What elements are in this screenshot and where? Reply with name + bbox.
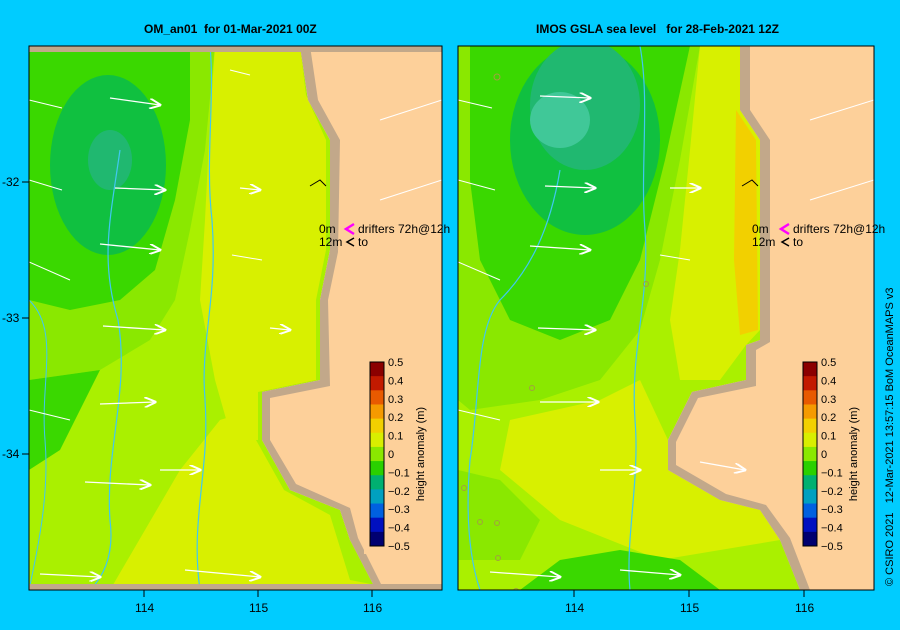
lon-label: 115 <box>249 601 268 615</box>
lon-label: 115 <box>680 601 699 615</box>
colorbar-swatch <box>803 517 817 533</box>
right-drifter-legend: 0m drifters 72h@12h 12m to <box>752 222 885 249</box>
legend-drifters-text: drifters 72h@12h <box>793 222 885 236</box>
colorbar-tick-label: 0 <box>388 449 394 461</box>
left-panel-title: OM_an01 for 01-Mar-2021 00Z <box>144 22 317 36</box>
colorbar-tick-label: 0.4 <box>821 375 836 387</box>
drifter-arrow-icon <box>778 222 790 236</box>
colorbar-swatch <box>803 475 817 490</box>
colorbar-tick-label: 0 <box>821 449 827 461</box>
colorbar-swatch <box>370 446 384 462</box>
legend-depth-0m: 0m <box>319 222 336 236</box>
colorbar-swatch <box>803 404 817 420</box>
colorbar-swatch <box>370 531 384 547</box>
colorbar-tick-label: 0.5 <box>821 357 836 369</box>
colorbar-swatch <box>803 418 817 434</box>
left-drifter-legend: 0m drifters 72h@12h 12m to <box>319 222 450 249</box>
colorbar-tick-label: 0.4 <box>388 375 403 387</box>
colorbar-tick-label: −0.3 <box>821 504 843 516</box>
colorbar-swatch <box>370 432 384 448</box>
colorbar-tick-label: −0.1 <box>388 467 410 479</box>
left-map <box>29 46 442 590</box>
colorbar-swatch <box>803 390 817 405</box>
colorbar-swatch <box>803 489 817 505</box>
colorbar-tick-label: 0.1 <box>388 431 403 443</box>
right-panel-title: IMOS GSLA sea level for 28-Feb-2021 12Z <box>536 22 779 36</box>
colorbar-tick-label: −0.3 <box>388 504 410 516</box>
colorbar-tick-label: −0.5 <box>388 541 410 553</box>
colorbar-tick-label: −0.2 <box>388 486 410 498</box>
drifter-arrow-icon <box>343 222 355 236</box>
legend-depth-12m: 12m <box>319 235 342 249</box>
colorbar-tick-label: −0.4 <box>388 523 410 535</box>
colorbar-frame <box>802 361 818 547</box>
lat-label: -34 <box>2 447 20 461</box>
colorbar-swatch <box>803 461 817 476</box>
colorbar-swatch <box>803 503 817 519</box>
legend-drifters-text: drifters 72h@12h <box>358 222 450 236</box>
colorbar-tick-label: 0.2 <box>821 412 836 424</box>
colorbar-tick-label: −0.5 <box>821 541 843 553</box>
longitude-axis: 114 115 116 114 115 116 <box>135 590 814 615</box>
legend-depth-12m: 12m <box>752 235 775 249</box>
colorbar-swatch <box>370 376 384 391</box>
colorbar-swatch <box>370 503 384 519</box>
colorbar-tick-label: 0.2 <box>388 412 403 424</box>
lon-label: 114 <box>135 601 154 615</box>
copyright-credit: © CSIRO 2021 12-Mar-2021 13:57:15 BoM Oc… <box>884 287 896 586</box>
colorbar-swatch <box>370 362 384 377</box>
colorbar-title: height anomaly (m) <box>848 407 860 501</box>
colorbar-swatch <box>370 517 384 533</box>
colorbar-swatch <box>370 489 384 505</box>
left-colorbar: 0.5 0.4 0.3 0.2 0.1 0 −0.1 −0.2 −0.3 −0.4 −0.5 heig… <box>364 354 430 554</box>
colorbar-title: height anomaly (m) <box>415 407 427 501</box>
legend-to-text: to <box>358 235 368 249</box>
colorbar-swatch <box>370 475 384 490</box>
lon-label: 114 <box>565 601 584 615</box>
drifter-arrow-icon <box>780 237 790 247</box>
lat-label: -33 <box>2 311 20 325</box>
drifter-arrow-icon <box>345 237 355 247</box>
colorbar-swatch <box>803 362 817 377</box>
legend-to-text: to <box>793 235 803 249</box>
colorbar-swatch <box>370 404 384 420</box>
lon-label: 116 <box>363 601 382 615</box>
colorbar-tick-label: 0.3 <box>388 394 403 406</box>
colorbar-tick-label: −0.1 <box>821 467 843 479</box>
colorbar-tick-label: −0.4 <box>821 523 843 535</box>
colorbar-tick-label: 0.1 <box>821 431 836 443</box>
colorbar-tick-label: −0.2 <box>821 486 843 498</box>
colorbar-swatch <box>370 461 384 476</box>
right-map-frame <box>457 45 875 591</box>
colorbar-swatch <box>803 376 817 391</box>
colorbar-frame <box>369 361 385 547</box>
colorbar-tick-label: 0.3 <box>821 394 836 406</box>
legend-depth-0m: 0m <box>752 222 769 236</box>
right-colorbar: 0.5 0.4 0.3 0.2 0.1 0 −0.1 −0.2 −0.3 −0.4 −0.5 heig… <box>797 354 863 554</box>
lon-label: 116 <box>795 601 814 615</box>
colorbar-swatch <box>803 531 817 547</box>
colorbar-swatch <box>803 446 817 462</box>
colorbar-swatch <box>370 418 384 434</box>
lat-label: -32 <box>2 175 20 189</box>
colorbar-swatch <box>803 432 817 448</box>
colorbar-tick-label: 0.5 <box>388 357 403 369</box>
latitude-axis: -32 -33 -34 <box>2 175 29 461</box>
colorbar-swatch <box>370 390 384 405</box>
